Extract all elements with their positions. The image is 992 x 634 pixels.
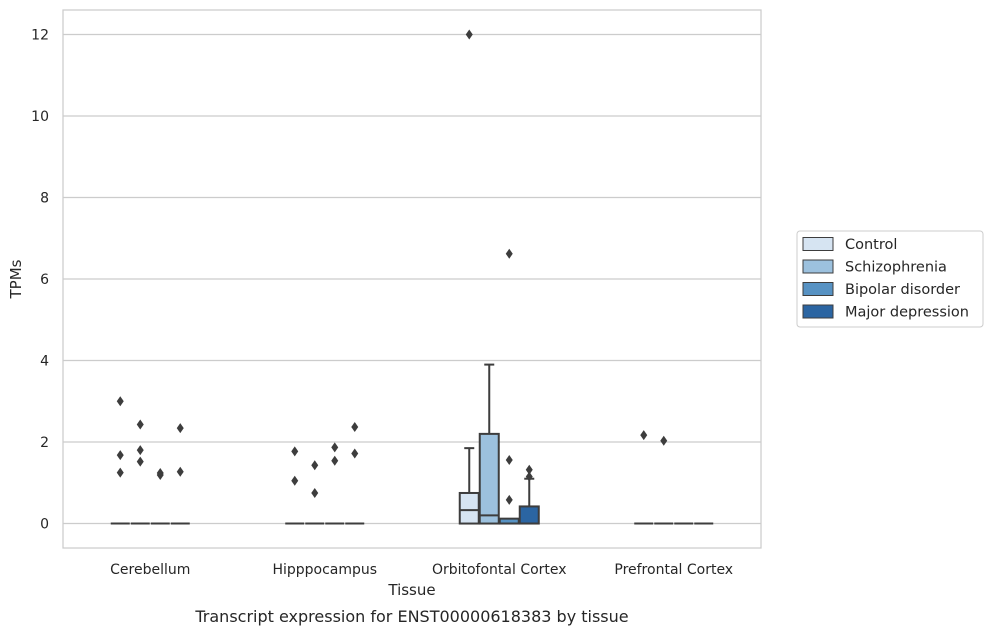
outlier-point	[525, 464, 533, 475]
chart-caption: Transcript expression for ENST0000061838…	[194, 607, 628, 626]
x-tick-label: Cerebellum	[110, 562, 190, 578]
box	[478, 432, 500, 525]
outlier-point	[465, 29, 473, 40]
outlier-point	[116, 396, 124, 407]
legend-swatch	[802, 304, 834, 319]
outlier-point	[660, 435, 668, 446]
outlier-point	[176, 466, 184, 477]
legend-frame	[796, 230, 984, 328]
y-tick-label: 10	[31, 109, 49, 125]
series-schizophrenia	[130, 363, 674, 525]
y-tick-label: 0	[40, 517, 49, 533]
outlier-point	[116, 467, 124, 478]
legend-swatch	[802, 259, 834, 274]
outlier-point	[176, 423, 184, 434]
outlier-point	[116, 450, 124, 461]
legend: Control Schizophrenia Bipolar disorder Majo…	[796, 230, 984, 328]
y-tick-label: 6	[40, 272, 49, 288]
x-tick-label: Hipppocampus	[272, 562, 377, 578]
outlier-point	[351, 421, 359, 432]
x-tick-label: Prefrontal Cortex	[614, 562, 733, 578]
legend-swatch	[802, 282, 834, 296]
y-axis-label: TPMs	[7, 259, 25, 299]
y-tick-label: 2	[40, 435, 49, 451]
y-axis-ticks: 0 2 4 6 8 10 12	[31, 27, 49, 532]
outlier-point	[331, 442, 339, 453]
box-groups	[110, 29, 714, 525]
legend-entry-label: Schizophrenia	[845, 260, 947, 276]
outlier-point	[136, 419, 144, 430]
series-control	[110, 29, 654, 525]
series-major-depression	[170, 421, 714, 525]
outlier-point	[156, 470, 164, 481]
box	[518, 505, 540, 525]
y-tick-label: 4	[40, 354, 49, 370]
x-axis-label: Tissue	[387, 581, 435, 599]
legend-swatch	[802, 237, 834, 251]
outlier-point	[640, 430, 648, 441]
outlier-point	[311, 460, 319, 471]
x-tick-label: Orbitofontal Cortex	[432, 562, 567, 578]
outlier-point	[311, 487, 319, 498]
legend-entry-label: Bipolar disorder	[845, 282, 960, 298]
gridlines	[63, 33, 761, 525]
outlier-point	[136, 456, 144, 467]
y-tick-label: 12	[31, 27, 49, 43]
plot-area-frame	[62, 9, 762, 549]
outlier-point	[351, 448, 359, 459]
y-tick-label: 8	[40, 190, 49, 206]
x-axis-ticks: Cerebellum Hipppocampus Orbitofontal Corte…	[110, 562, 733, 578]
legend-entry-label: Control	[845, 237, 897, 253]
outlier-point	[525, 471, 533, 482]
outlier-point	[331, 455, 339, 466]
outlier-point	[136, 445, 144, 456]
outlier-point	[505, 454, 513, 465]
outlier-point	[505, 494, 513, 505]
legend-entry-label: Major depression	[845, 305, 969, 321]
outlier-point	[291, 475, 299, 486]
series-bipolar-disorder	[150, 248, 694, 525]
outlier-point	[505, 248, 513, 259]
outlier-point	[291, 446, 299, 457]
box	[458, 491, 480, 525]
